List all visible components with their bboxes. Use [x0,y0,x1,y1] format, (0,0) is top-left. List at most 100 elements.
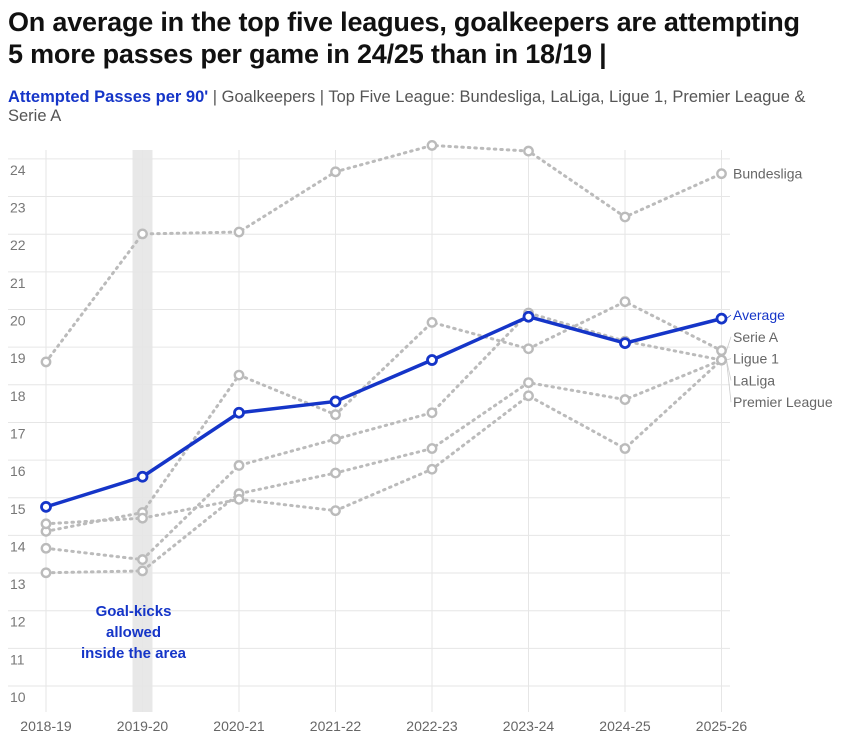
title-line-2: 5 more passes per game in 24/25 than in … [8,38,847,70]
point-serie-a-2025-26 [716,345,727,357]
title-line-1: On average in the top five leagues, goal… [8,7,800,37]
y-tick-label: 22 [10,237,26,253]
x-tick-layer: 2018-19 2019-20 2020-21 2021-22 2022-23 2023-… [20,718,747,734]
x-tick-label: 2024-25 [599,718,651,734]
series-line-serie-a [44,299,723,533]
point-laliga-2024-25 [619,394,631,405]
point-average-2020-21 [233,406,245,419]
point-laliga-2022-23 [426,443,438,454]
point-laliga-2023-24 [523,377,534,389]
y-tick-label: 10 [10,689,26,705]
label-leader-layer [726,314,732,403]
x-tick-label: 2018-19 [20,718,72,734]
title-line-2-text: 5 more passes per game in 24/25 than in … [8,39,607,69]
series-label-laliga: LaLiga [733,372,775,388]
point-serie-a-2020-21 [233,369,245,381]
series-label-premier-league: Premier League [733,394,833,410]
series-label-bundesliga: Bundesliga [733,166,802,182]
point-average-2018-19 [40,500,52,513]
subtitle-details: | Goalkeepers | Top Five League: Bundesl… [8,88,806,125]
x-tick-label: 2020-21 [213,718,265,734]
y-tick-label: 17 [10,425,26,441]
point-serie-a-2023-24 [523,343,534,355]
annotation-layer: Goal-kicks allowed inside the area [81,603,187,662]
y-tick-label: 13 [10,576,26,592]
series-line-premier-league [44,358,723,526]
point-premier-league-2023-24 [523,390,534,402]
grid-layer [8,150,730,712]
point-premier-league-2024-25 [619,443,631,454]
x-tick-label: 2025-26 [696,718,748,734]
y-tick-label: 20 [10,313,26,329]
series-label-average: Average [733,307,785,323]
y-tick-label: 11 [10,651,25,667]
series-label-layer: Bundesliga Average Serie A Ligue 1 LaLiga Pre… [733,166,833,411]
point-bundesliga-2025-26 [716,168,727,180]
point-bundesliga-2022-23 [426,140,438,151]
point-premier-league-2025-26 [716,354,727,366]
y-tick-label: 24 [10,162,26,178]
x-tick-label: 2022-23 [406,718,458,734]
annotation-text-line: allowed [106,624,161,641]
annotation-text: Goal-kicks allowed inside the area [81,603,187,662]
annotation-text-line: Goal-kicks [96,603,172,620]
point-premier-league-2019-20 [137,512,148,524]
point-ligue-1-2022-23 [426,407,438,419]
point-average-2022-23 [426,354,438,366]
point-bundesliga-2021-22 [330,166,341,178]
point-bundesliga-2023-24 [523,145,534,157]
series-line-average [45,314,722,509]
x-tick-label: 2021-22 [310,718,362,734]
y-tick-label: 12 [10,614,26,630]
y-tick-label: 21 [10,275,26,291]
series-line-laliga [44,358,723,575]
chart-title: On average in the top five leagues, goal… [8,6,847,70]
y-tick-label: 16 [10,463,26,479]
redacted-source [606,42,757,69]
y-tick-label: 18 [10,388,26,404]
y-tick-label: 15 [10,501,26,517]
series-line-bundesliga [44,143,723,364]
series-layer [40,140,728,579]
series-label-ligue-1: Ligue 1 [733,351,779,367]
series-label-serie-a: Serie A [733,329,779,345]
point-bundesliga-2024-25 [619,211,631,223]
point-average-2023-24 [522,310,535,323]
point-laliga-2019-20 [137,565,148,577]
chart-subtitle: Attempted Passes per 90' | Goalkeepers |… [8,88,838,126]
annotation-text-line: inside the area [81,645,187,662]
point-average-2025-26 [715,312,728,325]
point-serie-a-2021-22 [330,409,341,421]
x-tick-label: 2023-24 [503,718,555,734]
point-ligue-1-2019-20 [137,554,148,565]
point-bundesliga-2018-19 [40,356,52,368]
series-premier-league [40,354,727,530]
point-ligue-1-2020-21 [233,460,245,471]
y-tick-label: 14 [10,538,26,554]
series-average [40,310,728,513]
point-average-2021-22 [329,395,342,408]
series-bundesliga [40,140,727,368]
point-average-2019-20 [136,470,149,483]
x-tick-label: 2019-20 [117,718,169,734]
point-laliga-2018-19 [40,567,52,579]
point-serie-a-2024-25 [619,296,631,308]
point-serie-a-2022-23 [426,316,438,328]
point-laliga-2021-22 [330,467,341,479]
y-tick-label: 23 [10,200,26,216]
point-bundesliga-2019-20 [137,228,148,240]
point-premier-league-2021-22 [330,505,341,517]
label-leader-premier-league [726,359,732,403]
series-line-ligue-1 [44,311,723,562]
label-leader-serie-a [726,336,732,351]
point-premier-league-2022-23 [426,463,438,475]
point-average-2024-25 [619,337,631,349]
y-tick-label: 19 [10,350,26,366]
point-bundesliga-2020-21 [233,226,245,238]
point-premier-league-2020-21 [233,493,245,505]
y-tick-layer: 10 11 12 13 14 15 16 17 18 19 20 21 22 23 24 [10,162,26,705]
point-ligue-1-2018-19 [40,542,52,554]
subtitle-metric: Attempted Passes per 90' [8,88,209,106]
point-premier-league-2018-19 [40,518,52,530]
